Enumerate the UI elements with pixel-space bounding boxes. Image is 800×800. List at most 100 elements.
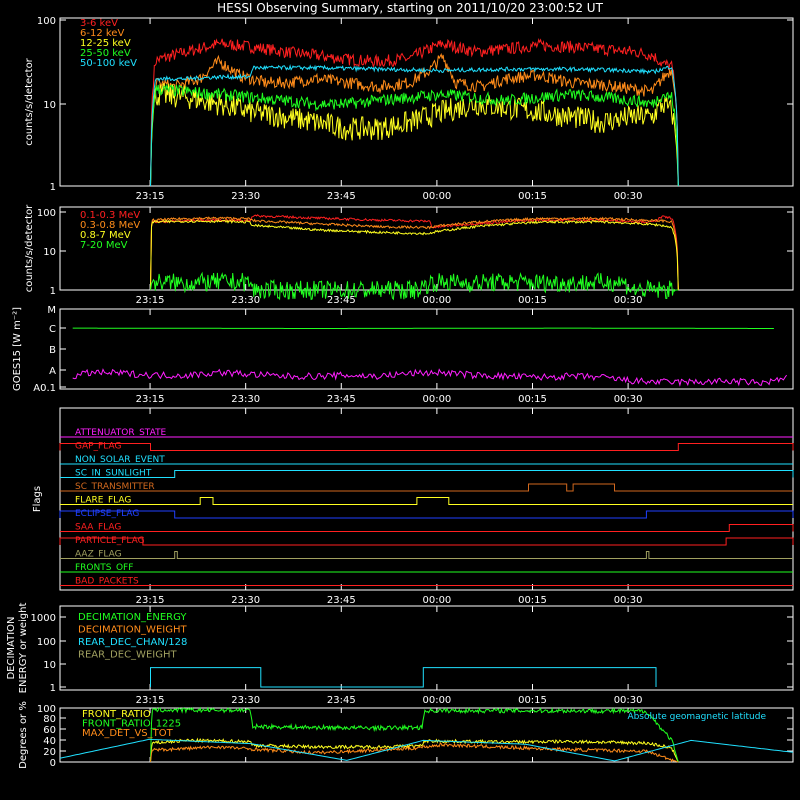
series-line [150,216,679,291]
panel-lightcurve-low: 23:15 23:30 23:45 00:00 00:15 00:30 1 10 100 coun… [24,16,794,202]
x-tick-label: 00:30 [614,394,643,405]
flag-label: SC_TRANSMITTER [75,482,155,492]
y-tick-label: 100 [37,16,56,27]
x-tick-label: 23:15 [136,595,165,606]
flag-line [60,497,793,505]
x-tick-label: 00:00 [422,394,451,405]
x-tick-label: 00:30 [614,191,643,202]
flag-label: FLARE_FLAG [75,496,131,506]
y-tick-label: 1 [50,683,56,694]
annotation-label: Absolute geomagnetic latitude [627,712,766,722]
legend-entry: 6-12 keV [80,28,124,39]
x-tick-label: 23:15 [136,191,165,202]
y-axis-label-line2: ENERGY or weight [18,603,29,694]
legend-entry: 7-20 MeV [80,240,128,251]
legend-entry: 3-6 keV [80,18,118,29]
y-tick-label: 10 [43,247,56,258]
x-tick-label: 23:45 [327,295,356,306]
x-tick-label: 00:15 [518,595,547,606]
series-line [150,271,679,301]
y-tick-label: C [49,324,56,335]
flag-line [60,524,794,532]
x-tick-label: 23:45 [327,695,356,706]
y-tick-label: A [49,366,56,377]
y-tick-label: 100 [37,637,56,648]
series-line [150,83,679,187]
series-line [150,37,679,187]
y-tick-label: 40 [43,736,56,747]
y-tick-label: M [47,305,56,316]
y-axis-label: GOES15 [W m⁻²] [12,307,23,391]
x-tick-label: 23:45 [327,595,356,606]
x-tick-label: 00:15 [518,295,547,306]
flag-line [60,551,793,559]
series-line [150,82,679,187]
y-tick-label: 10 [43,660,56,671]
panel-frame [59,17,794,187]
x-tick-label: 00:30 [614,695,643,706]
series-line [150,706,679,763]
legend-entry: REAR_DEC_WEIGHT [78,650,177,661]
x-tick-label: 23:30 [231,394,260,405]
y-tick-label: 0 [50,758,56,769]
x-tick-label: 23:45 [327,394,356,405]
series-line [150,742,679,763]
panel-frame [59,605,794,691]
y-tick-label: 20 [43,747,56,758]
legend-entry: 0.3-0.8 MeV [80,220,140,231]
y-tick-label: 1 [50,286,56,297]
x-tick-label: 23:15 [136,695,165,706]
x-tick-label: 00:00 [422,695,451,706]
y-tick-label: 80 [43,714,56,725]
flag-label: ATTENUATOR_STATE [75,428,167,438]
legend-entry: 0.8-7 MeV [80,230,131,241]
flag-line [59,443,794,451]
x-tick-label: 23:30 [231,295,260,306]
x-tick-label: 23:15 [136,394,165,405]
panel-frame [59,707,794,763]
x-tick-label: 00:00 [422,295,451,306]
panel-frame [59,407,794,591]
x-tick-label: 23:30 [231,695,260,706]
legend-entry: MAX_DET_VS_TOT [82,728,174,739]
x-tick-label: 00:15 [518,191,547,202]
flag-label: SC_IN_SUNLIGHT [75,469,152,479]
flag-label: PARTICLE_FLAG [75,536,145,546]
flag-label: AAZ_FLAG [75,550,122,560]
legend-entry: FRONT_RATIO_1225 [82,719,181,730]
series-line [59,738,794,762]
flag-line [59,510,794,519]
flag-label: BAD_PACKETS [75,577,139,587]
series-line [150,64,679,187]
legend-entry: DECIMATION_ENERGY [78,612,187,623]
legend-entry: 25-50 keV [80,48,131,59]
x-tick-label: 00:30 [614,295,643,306]
x-tick-label: 00:30 [614,595,643,606]
flag-label: SAA_FLAG [75,523,121,533]
flag-line [60,470,794,478]
y-tick-label: 10 [43,100,56,111]
flag-label: NON_SOLAR_EVENT [75,455,165,465]
legend-entry: FRONT_RATIO [82,709,151,720]
x-tick-label: 23:30 [231,595,260,606]
y-axis-label-line1: DECIMATION [6,616,17,679]
y-tick-label: A0.1 [33,383,56,394]
flag-label: ECLIPSE_FLAG [75,509,139,519]
y-axis-label: Flags [32,486,43,512]
y-tick-label: 100 [37,704,56,715]
panel-lightcurve-high: 23:15 23:30 23:45 00:00 00:15 00:30 1 10 100coun… [24,204,794,306]
flag-line [60,483,793,492]
y-tick-label: 100 [37,208,56,219]
series-line [150,219,679,291]
panel-flags: 23:15 23:30 23:45 00:00 00:15 00:30 Flags ATTEN… [32,407,794,606]
x-tick-label: 00:15 [518,394,547,405]
legend-entry: 0.1-0.3 MeV [80,210,140,221]
series-line [150,52,679,187]
panel-decimation: 23:15 23:30 23:45 00:00 00:15 00:30 1 10 100 1000… [6,603,794,706]
x-tick-label: 00:15 [518,695,547,706]
flag-line [59,537,794,546]
